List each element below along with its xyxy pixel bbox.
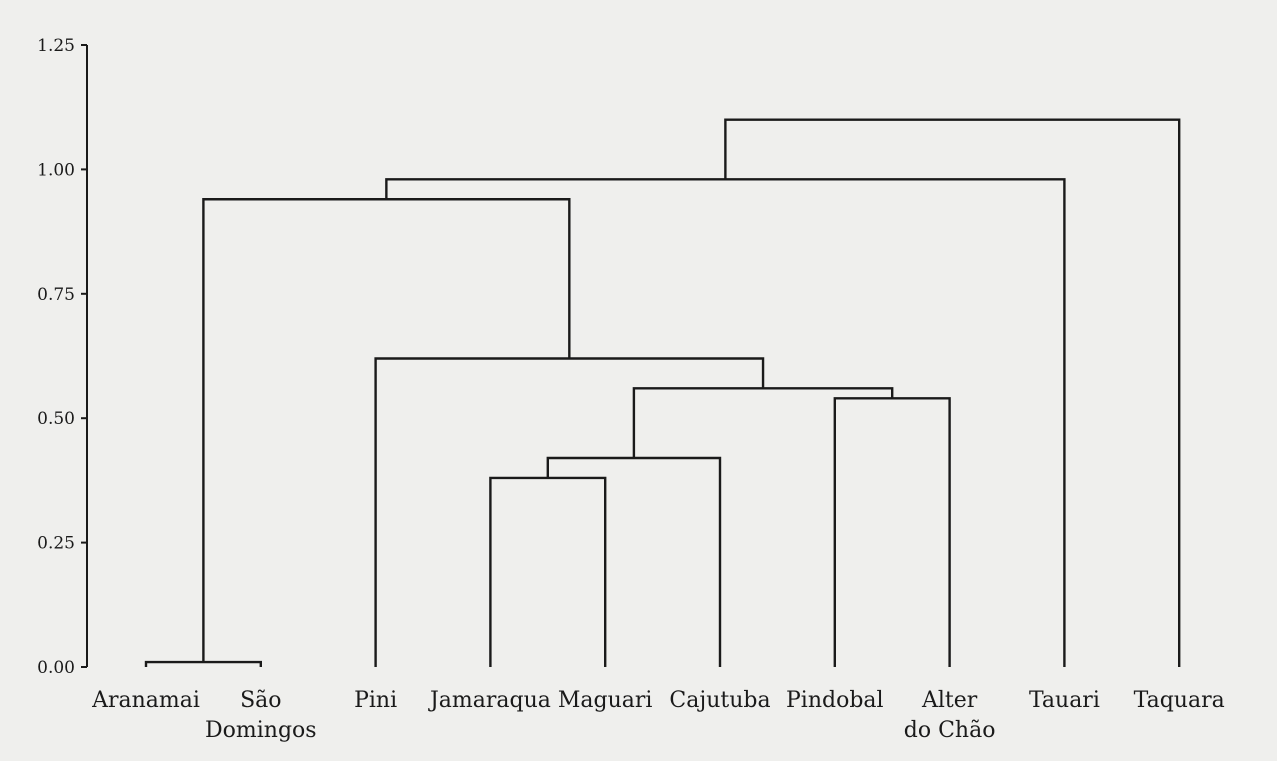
leaf-label-jamaraqua: Jamaraqua [428,688,551,713]
y-tick-label: 0.25 [37,534,75,554]
merge-link-1 [144,660,262,667]
leaf-label-line: Maguari [558,688,653,713]
leaf-label-aranamai: Aranamai [91,688,200,713]
leaf-label-maguari: Maguari [558,688,653,713]
leaf-label-tauari: Tauari [1029,688,1100,713]
merge-link-8 [385,178,1066,667]
merge-link-9 [724,118,1181,667]
leaf-label-line: São [240,688,281,713]
merge-link-3 [546,456,722,667]
leaf-label-line: Domingos [205,718,317,743]
y-tick-label: 1.25 [37,36,75,56]
leaf-label-line: Cajutuba [669,688,770,713]
merge-link-6 [374,357,765,667]
dendrogram-links [144,118,1181,667]
leaf-labels: Aranamai São Domingos Pini Jamaraqua Maguari C… [91,688,1225,743]
leaf-label-line: Jamaraqua [428,688,551,713]
leaf-label-sao-domingos: São Domingos [205,688,317,743]
leaf-label-line: do Chão [904,718,996,743]
leaf-label-pini: Pini [354,688,397,713]
leaf-label-line: Aranamai [91,688,200,713]
leaf-label-line: Pini [354,688,397,713]
leaf-label-pindobal: Pindobal [786,688,884,713]
leaf-label-alter-do-chao: Alter do Chão [904,688,996,743]
leaf-label-line: Pindobal [786,688,884,713]
y-axis: 0.00 0.25 0.50 0.75 1.00 1.25 [37,36,88,678]
y-tick-label: 1.00 [37,160,75,180]
y-tick-label: 0.75 [37,285,75,305]
leaf-label-line: Tauari [1029,688,1100,713]
y-tick-label: 0.00 [37,658,75,678]
merge-link-2 [489,476,607,667]
leaf-label-line: Taquara [1134,688,1225,713]
merge-link-7 [202,198,571,663]
leaf-label-line: Alter [921,688,978,713]
leaf-label-taquara: Taquara [1134,688,1225,713]
leaf-label-cajutuba: Cajutuba [669,688,770,713]
y-tick-label: 0.50 [37,409,75,429]
merge-link-4 [833,397,951,667]
